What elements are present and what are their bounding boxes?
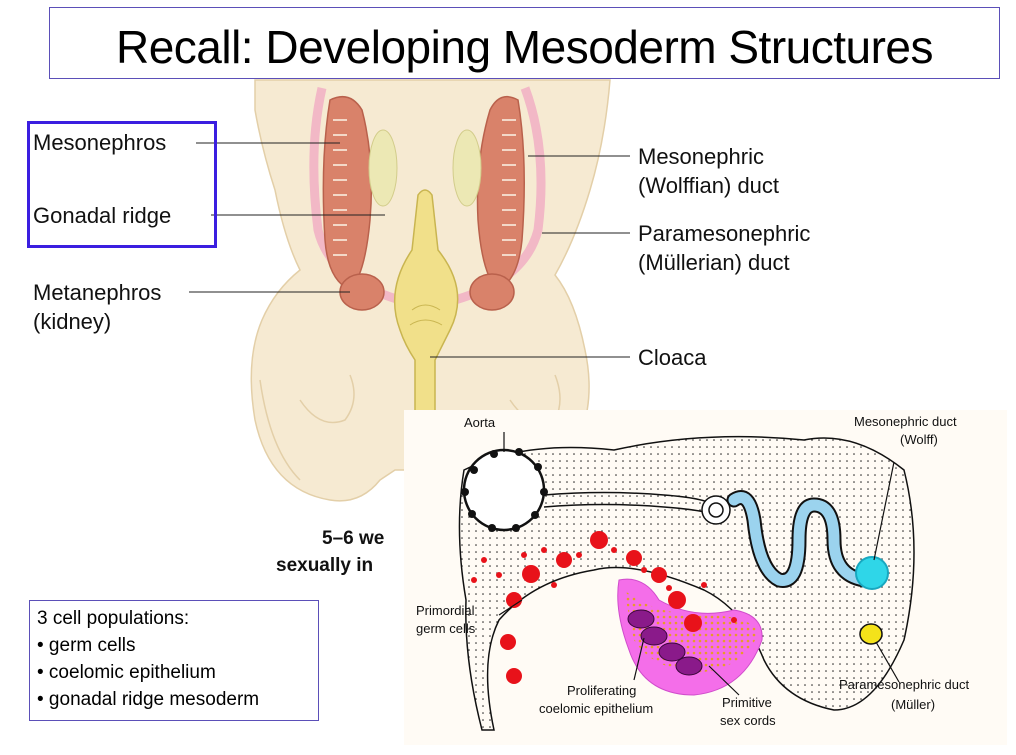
gonad-right	[452, 129, 482, 207]
sex-cord	[675, 656, 703, 676]
info-heading: 3 cell populations:	[37, 608, 190, 629]
germ-cell	[500, 634, 516, 650]
aorta	[462, 448, 546, 532]
germ-cell	[506, 592, 522, 608]
cross-section-inset: Aorta Mesonephric duct (Wolff) Primordia…	[404, 410, 1007, 745]
label-wolffian-duct: (Wolffian) duct	[638, 173, 780, 198]
label-primitive: Primitive	[722, 695, 772, 710]
title-box: Recall: Developing Mesoderm Structures	[49, 7, 1000, 79]
germ-cell	[506, 668, 522, 684]
label-gonadal-ridge: Gonadal ridge	[33, 203, 172, 228]
metanephros-right	[469, 273, 515, 311]
paramesonephric-duct	[859, 623, 883, 645]
sex-cord	[627, 609, 655, 629]
label-kidney: (kidney)	[33, 309, 112, 334]
label-coelomic-epithelium: coelomic epithelium	[539, 701, 654, 716]
info-item: • gonadal ridge mesoderm	[37, 689, 260, 710]
label-aorta: Aorta	[464, 415, 496, 430]
gonad-left	[368, 129, 398, 207]
label-mesonephric-duct: Mesonephric duct	[854, 414, 957, 429]
label-paramesonephric: Paramesonephric	[638, 221, 811, 246]
germ-cell	[668, 591, 686, 609]
highlight-box	[27, 121, 217, 248]
subtitle-line2: sexually in	[276, 555, 374, 576]
mesonephric-duct	[855, 556, 889, 590]
label-muller: (Müller)	[891, 697, 936, 712]
sex-cord	[658, 642, 686, 662]
info-item: • coelomic epithelium	[37, 662, 216, 683]
info-item: • germ cells	[37, 635, 136, 656]
germ-cell	[651, 567, 667, 583]
germ-cell	[590, 531, 608, 549]
mesonephros-right	[476, 95, 525, 291]
subtitle-line1: 5–6 we	[322, 528, 385, 549]
mesonephros-left	[322, 95, 373, 291]
label-cloaca: Cloaca	[638, 345, 707, 370]
cell-populations-box: 3 cell populations: • germ cells • coelo…	[29, 600, 319, 721]
germ-cell	[556, 552, 572, 568]
label-mesonephric: Mesonephric	[638, 144, 764, 169]
germ-cell	[522, 565, 540, 583]
label-germ-cells: germ cells	[416, 621, 476, 636]
germ-cell	[626, 550, 642, 566]
label-wolff: (Wolff)	[900, 432, 938, 447]
sex-cord	[640, 626, 668, 646]
cross-section-drawing	[458, 432, 915, 731]
slide-title: Recall: Developing Mesoderm Structures	[115, 21, 934, 73]
label-sex-cords: sex cords	[720, 713, 776, 728]
germ-cell	[684, 614, 702, 632]
label-metanephros: Metanephros	[33, 280, 162, 305]
label-proliferating: Proliferating	[567, 683, 637, 698]
label-mesonephros: Mesonephros	[33, 130, 167, 155]
label-paramesonephric-duct: Paramesonephric duct	[839, 677, 970, 692]
label-mullerian-duct: (Müllerian) duct	[638, 250, 790, 275]
label-primordial: Primordial	[416, 603, 475, 618]
